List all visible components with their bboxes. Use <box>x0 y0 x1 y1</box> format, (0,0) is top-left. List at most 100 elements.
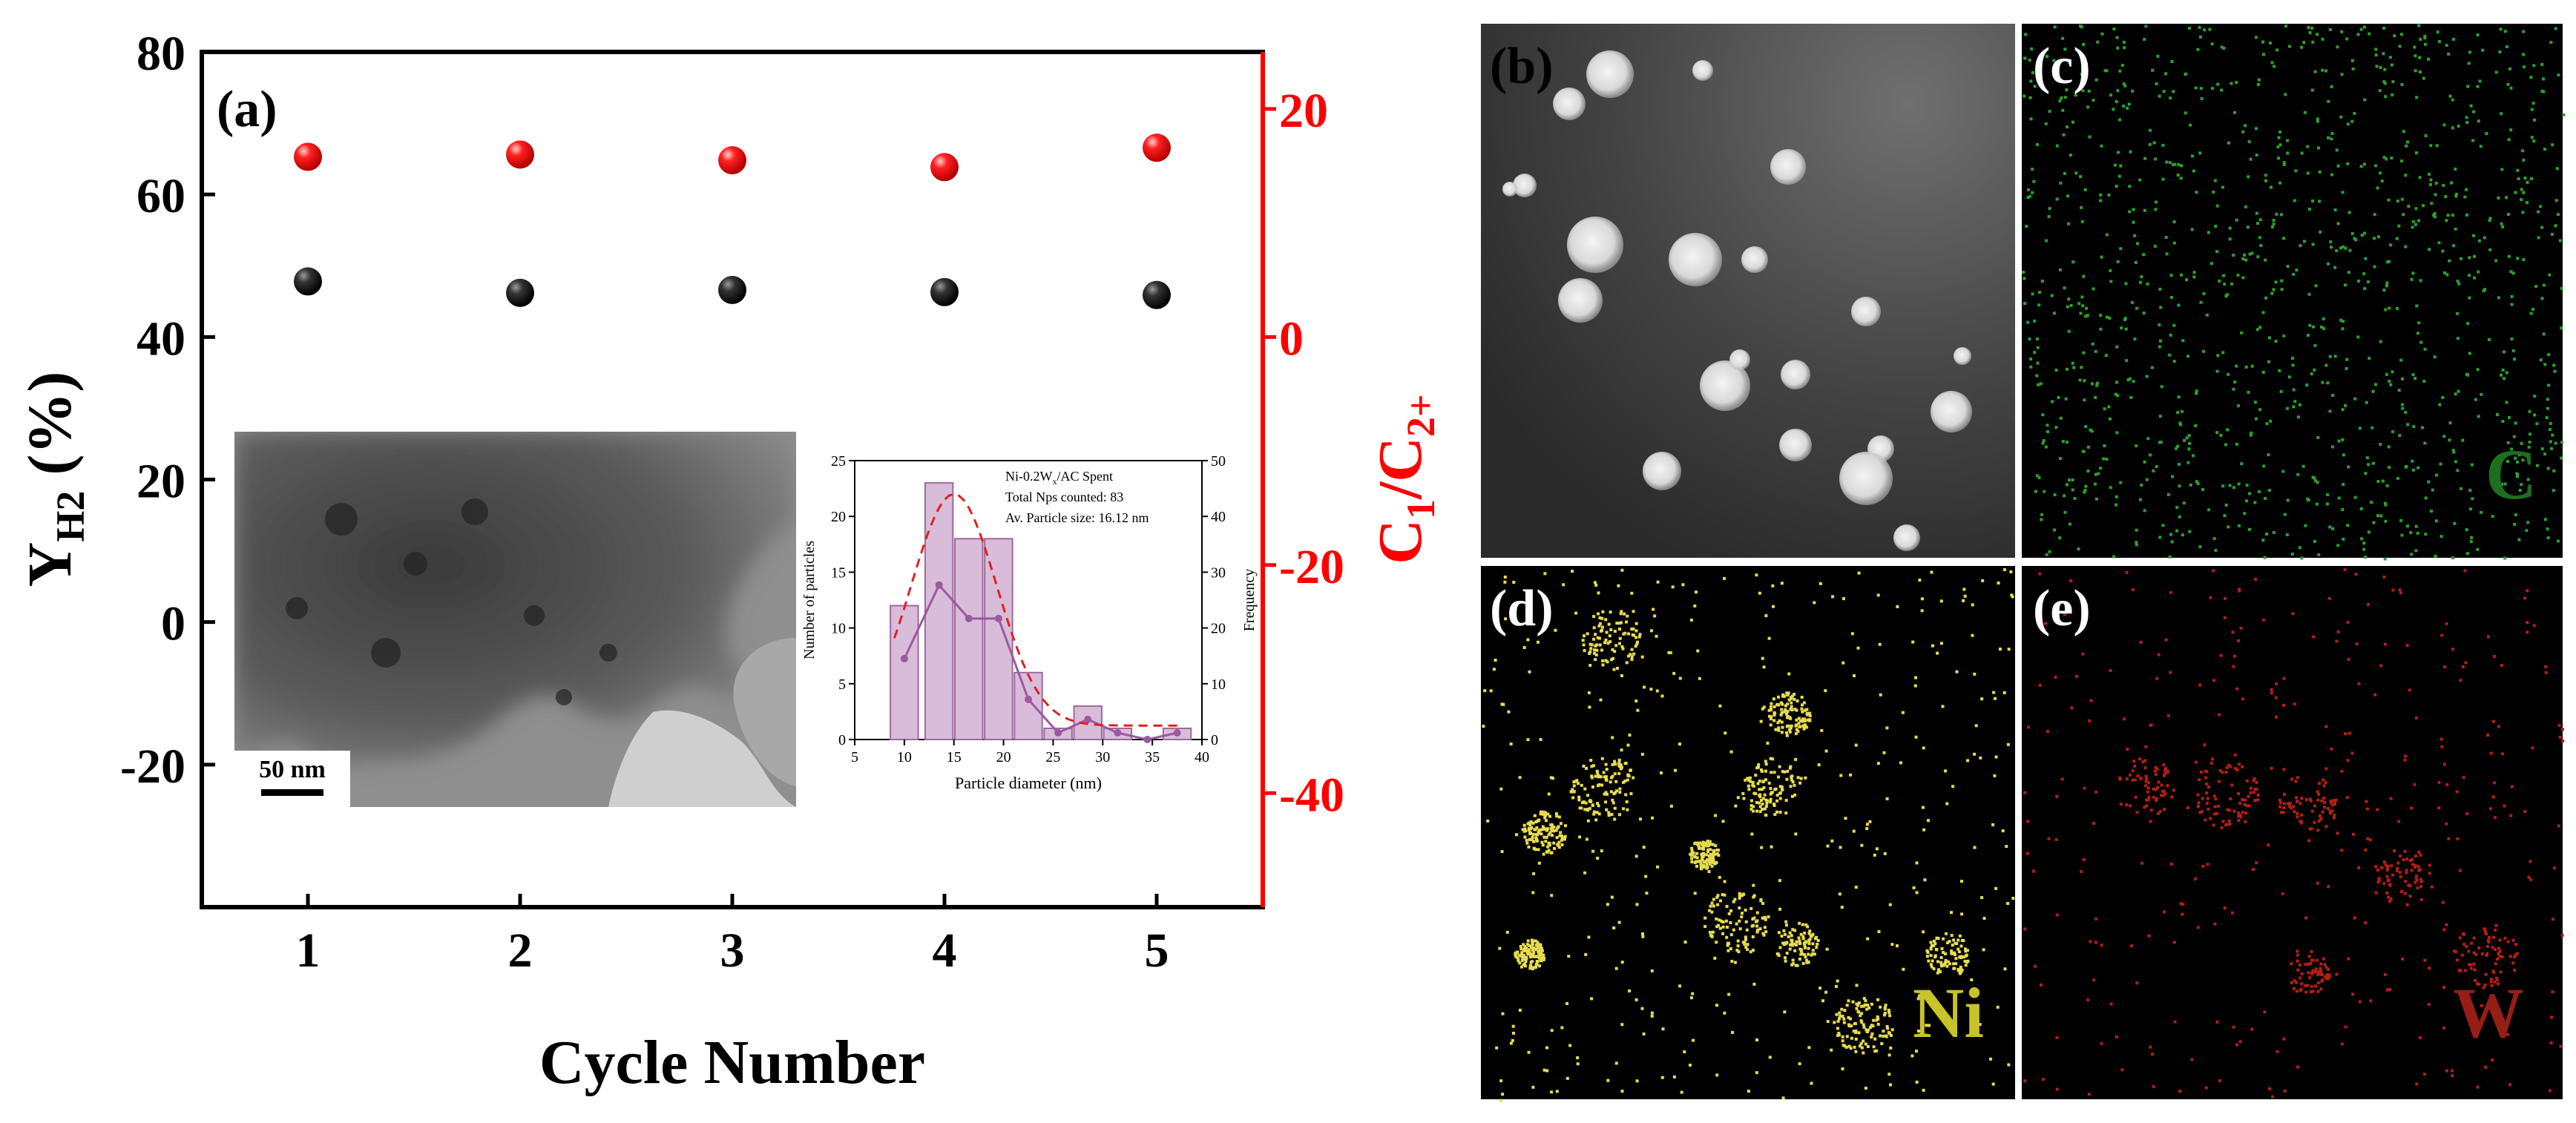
eds-dot <box>2267 453 2270 457</box>
eds-dot <box>1996 1005 2000 1009</box>
eds-dot <box>2344 283 2347 287</box>
eds-dot <box>1790 694 1794 698</box>
eds-dot <box>1794 832 1798 836</box>
eds-dot <box>2510 785 2514 788</box>
eds-dot <box>1600 625 1604 629</box>
eds-dot <box>1801 710 1804 714</box>
eds-dot <box>1614 966 1618 970</box>
eds-dot <box>2204 1086 2208 1090</box>
eds-dot <box>2080 205 2083 209</box>
eds-dot <box>2048 110 2051 113</box>
eds-dot <box>2233 753 2237 757</box>
eds-dot <box>1526 738 1530 742</box>
eds-dot <box>2044 122 2048 125</box>
eds-dot <box>1618 791 1622 794</box>
eds-dot <box>1845 1004 1849 1007</box>
eds-dot <box>2430 510 2433 513</box>
eds-dot <box>2081 449 2085 453</box>
eds-dot <box>1770 715 1773 719</box>
eds-dot <box>1879 1005 1882 1009</box>
eds-dot <box>1767 915 1770 919</box>
eds-dot <box>1781 702 1784 706</box>
eds-dot <box>1629 768 1632 772</box>
eds-dot <box>2389 898 2393 900</box>
eds-dot <box>2250 364 2254 368</box>
eds-dot <box>2244 258 2248 262</box>
eds-dot <box>2399 854 2402 858</box>
eds-dot <box>1548 841 1551 845</box>
eds-dot <box>1769 723 1772 727</box>
eds-dot <box>1930 570 1933 574</box>
eds-dot <box>1901 711 1905 714</box>
eds-dot <box>1604 800 1608 804</box>
eds-dot <box>2551 918 2554 921</box>
eds-dot <box>1622 780 1626 784</box>
eds-dot <box>1553 846 1556 850</box>
eds-dot <box>1620 568 1624 572</box>
eds-dot <box>2083 398 2086 402</box>
eds-dot <box>2497 725 2500 728</box>
eds-dot <box>2374 53 2378 57</box>
eds-dot <box>1611 656 1614 660</box>
eds-dot <box>2179 902 2183 906</box>
eds-dot <box>2367 603 2370 606</box>
eds-dot <box>1865 1007 1869 1011</box>
eds-dot <box>1733 898 1737 901</box>
eds-dot <box>2115 100 2118 103</box>
hist-title-3: Av. Particle size: 16.12 nm <box>1005 510 1149 525</box>
eds-dot <box>1492 668 1496 671</box>
eds-dot <box>1610 776 1613 780</box>
eds-dot <box>2316 798 2320 802</box>
eds-dot <box>1537 831 1540 834</box>
eds-dot <box>2158 345 2161 349</box>
eds-dot <box>2327 975 2331 979</box>
haadf-particle <box>1851 297 1881 326</box>
eds-dot <box>1777 931 1781 935</box>
eds-dot <box>1689 618 1693 622</box>
eds-dot <box>2158 809 2162 813</box>
eds-dot <box>2215 369 2219 373</box>
eds-dot <box>1762 705 1766 709</box>
eds-dot <box>1755 920 1758 923</box>
eds-dot <box>2562 113 2566 116</box>
eds-dot <box>2493 654 2496 658</box>
hist-title-1: Ni-0.2Wx/AC Spent <box>1005 469 1113 487</box>
eds-dot <box>1859 1041 1863 1045</box>
eds-dot <box>1537 848 1540 852</box>
eds-dot <box>1567 955 1571 958</box>
eds-dot <box>2384 95 2388 99</box>
eds-dot <box>2150 366 2154 369</box>
eds-dot <box>1793 697 1796 701</box>
eds-dot <box>2077 302 2081 306</box>
eds-dot <box>1944 952 1947 955</box>
eds-dot <box>2396 200 2399 202</box>
eds-dot <box>2404 880 2408 883</box>
eds-dot <box>2382 52 2385 56</box>
eds-dot <box>1738 896 1741 900</box>
eds-dot <box>2125 571 2129 574</box>
eds-dot <box>2230 783 2234 787</box>
eds-dot <box>2410 869 2414 872</box>
eds-dot <box>2491 1058 2494 1061</box>
eds-dot <box>2330 445 2334 449</box>
eds-dot <box>2427 480 2431 484</box>
eds-dot <box>2081 89 2085 93</box>
eds-dot <box>2028 337 2031 341</box>
eds-dot <box>1577 782 1580 786</box>
eds-dot <box>1804 940 1808 943</box>
eds-dot <box>2296 959 2299 963</box>
eds-dot <box>1583 634 1586 638</box>
eds-dot <box>2055 795 2059 798</box>
eds-dot <box>2521 458 2525 462</box>
eds-dot <box>2464 661 2468 665</box>
eds-dot <box>1777 728 1781 732</box>
eds-dot <box>1649 688 1653 691</box>
eds-dot <box>2391 93 2394 96</box>
eds-dot <box>2290 553 2294 556</box>
eds-dot <box>1764 760 1767 763</box>
eds-dot <box>2514 513 2517 516</box>
eds-dot <box>1749 804 1753 808</box>
eds-dot <box>2202 349 2206 353</box>
eds-dot <box>1726 943 1729 947</box>
eds-dot <box>2225 823 2229 826</box>
